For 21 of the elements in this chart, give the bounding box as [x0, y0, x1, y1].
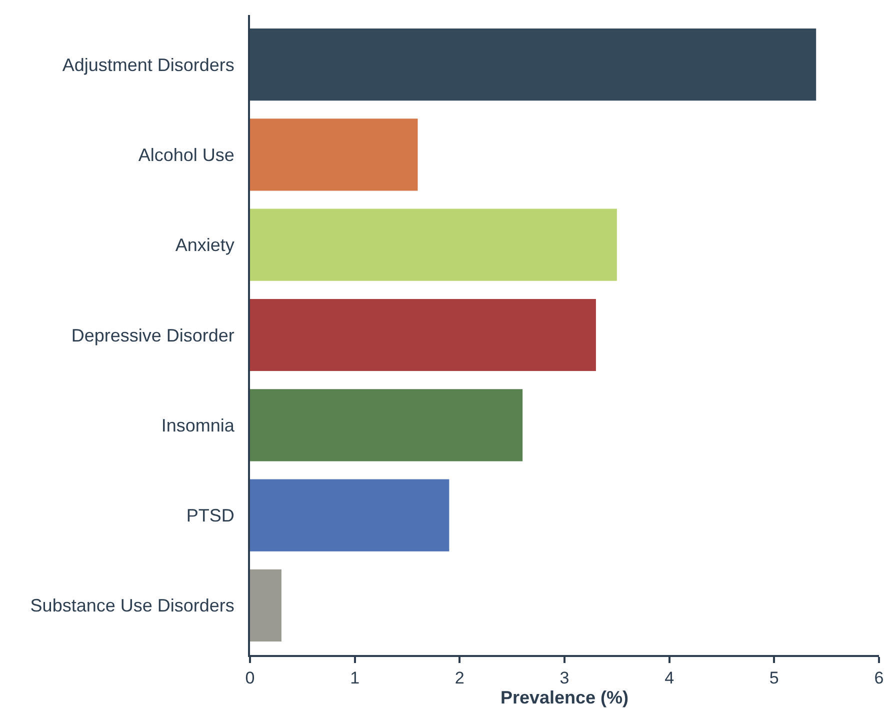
y-tick-label: Depressive Disorder	[71, 325, 234, 346]
bar	[250, 208, 617, 281]
bar	[250, 118, 418, 191]
x-axis-title: Prevalence (%)	[500, 687, 629, 708]
y-tick-label: Alcohol Use	[138, 145, 234, 166]
x-tick-label: 4	[664, 668, 674, 688]
x-tick-label: 2	[454, 668, 464, 688]
bar	[250, 479, 450, 552]
x-tick-label: 5	[769, 668, 779, 688]
x-tick-label: 0	[245, 668, 255, 688]
y-tick-label: Substance Use Disorders	[30, 596, 234, 616]
bar	[250, 298, 596, 372]
x-tick-label: 3	[560, 668, 570, 688]
bar	[250, 569, 282, 642]
bar	[250, 389, 523, 462]
x-tick-label: 1	[350, 668, 360, 688]
y-tick-label: Adjustment Disorders	[62, 54, 234, 75]
y-tick-label: PTSD	[186, 506, 234, 526]
y-tick-label: Insomnia	[161, 415, 236, 436]
y-tick-label: Anxiety	[175, 235, 234, 256]
x-tick-label: 6	[874, 668, 884, 688]
